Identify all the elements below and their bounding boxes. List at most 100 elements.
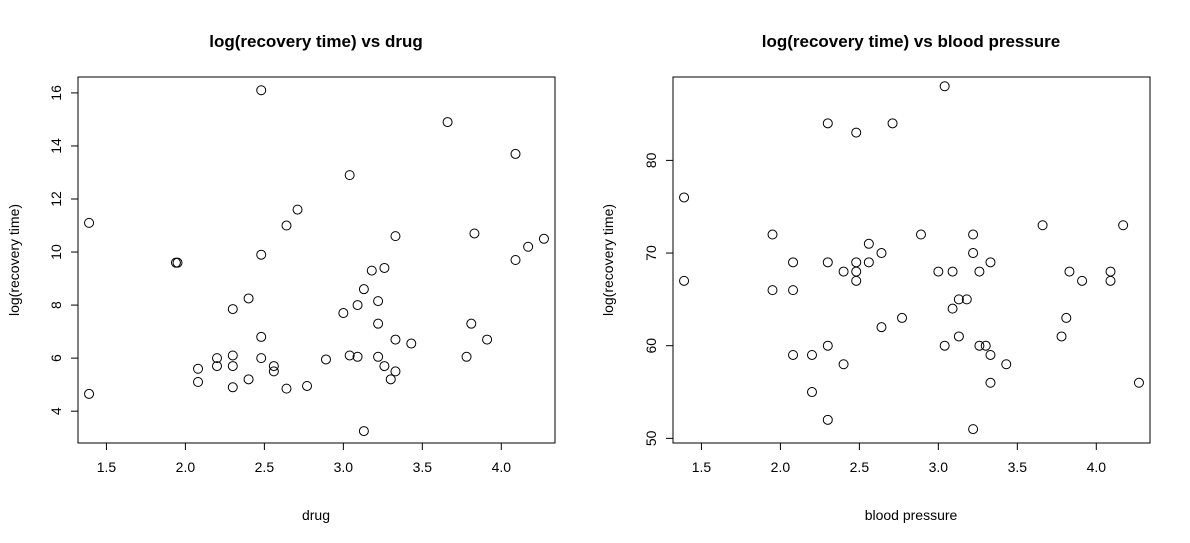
data-point bbox=[838, 266, 849, 277]
data-point bbox=[461, 351, 472, 362]
y-tick-label: 70 bbox=[643, 245, 659, 261]
data-point bbox=[379, 361, 390, 372]
data-point bbox=[788, 349, 799, 360]
y-tick-label: 80 bbox=[643, 152, 659, 168]
data-point bbox=[390, 366, 401, 377]
data-point bbox=[268, 361, 279, 372]
data-point bbox=[985, 349, 996, 360]
data-point bbox=[211, 361, 222, 372]
data-point bbox=[788, 285, 799, 296]
data-point bbox=[887, 118, 898, 129]
data-point bbox=[373, 296, 384, 307]
data-point bbox=[373, 351, 384, 362]
data-point bbox=[980, 340, 991, 351]
data-point bbox=[1061, 312, 1072, 323]
data-point bbox=[897, 312, 908, 323]
data-point bbox=[292, 204, 303, 215]
data-point bbox=[947, 266, 958, 277]
data-point bbox=[851, 275, 862, 286]
data-point bbox=[482, 334, 493, 345]
x-tick-label: 3.0 bbox=[334, 459, 354, 475]
data-point bbox=[1077, 275, 1088, 286]
data-point bbox=[366, 265, 377, 276]
data-point bbox=[838, 359, 849, 370]
data-point bbox=[406, 338, 417, 349]
data-point bbox=[379, 262, 390, 273]
y-tick-label: 10 bbox=[48, 244, 64, 260]
data-point bbox=[227, 350, 238, 361]
scatter-panel-drug: log(recovery time) vs drug 1.5 2.0 2.5 3.0 3… bbox=[6, 32, 556, 523]
data-point bbox=[968, 229, 979, 240]
data-point bbox=[338, 308, 349, 319]
data-point bbox=[344, 350, 355, 361]
data-point bbox=[390, 334, 401, 345]
data-point bbox=[968, 248, 979, 259]
data-point bbox=[1118, 220, 1129, 231]
y-tick-label: 4 bbox=[48, 407, 64, 415]
chart-title: log(recovery time) vs blood pressure bbox=[762, 32, 1061, 51]
y-tick-label: 16 bbox=[48, 85, 64, 101]
data-point bbox=[851, 127, 862, 138]
data-point bbox=[788, 257, 799, 268]
data-point bbox=[352, 300, 363, 311]
data-point bbox=[227, 304, 238, 315]
plot-frame bbox=[77, 76, 556, 444]
data-point bbox=[1056, 331, 1067, 342]
data-point bbox=[211, 353, 222, 364]
data-point bbox=[876, 248, 887, 259]
data-point bbox=[281, 383, 292, 394]
data-point bbox=[227, 361, 238, 372]
scatter-panel-blood-pressure: log(recovery time) vs blood pressure 1.5… bbox=[600, 32, 1151, 523]
data-point bbox=[1105, 275, 1116, 286]
data-point bbox=[227, 382, 238, 393]
data-point bbox=[876, 322, 887, 333]
chart-title: log(recovery time) vs drug bbox=[209, 32, 423, 51]
x-tick-label: 2.5 bbox=[850, 459, 870, 475]
data-point bbox=[390, 231, 401, 242]
y-axis-label: log(recovery time) bbox=[6, 204, 22, 316]
data-point bbox=[985, 257, 996, 268]
y-tick-label: 14 bbox=[48, 138, 64, 154]
data-point bbox=[968, 424, 979, 435]
x-axis-label: drug bbox=[302, 507, 330, 523]
data-point bbox=[974, 266, 985, 277]
data-point bbox=[953, 331, 964, 342]
data-point bbox=[974, 340, 985, 351]
data-point bbox=[510, 255, 521, 265]
data-point bbox=[466, 318, 477, 329]
data-point bbox=[84, 388, 95, 399]
data-point bbox=[193, 377, 204, 387]
y-tick-label: 6 bbox=[48, 354, 64, 362]
x-tick-label: 2.5 bbox=[255, 459, 275, 475]
data-point bbox=[170, 257, 181, 268]
data-point bbox=[1064, 266, 1075, 277]
data-point bbox=[538, 233, 549, 244]
data-point bbox=[806, 387, 817, 398]
data-point bbox=[193, 363, 204, 374]
data-point bbox=[84, 217, 95, 228]
data-point bbox=[939, 81, 950, 92]
data-point bbox=[822, 118, 833, 129]
data-point bbox=[344, 170, 355, 181]
data-point bbox=[863, 238, 874, 249]
data-point bbox=[256, 249, 267, 260]
data-point bbox=[953, 294, 964, 305]
y-tick-label: 12 bbox=[48, 191, 64, 207]
data-point bbox=[822, 257, 833, 268]
data-point bbox=[243, 293, 254, 304]
data-point bbox=[352, 351, 363, 362]
data-point bbox=[851, 266, 862, 277]
data-point bbox=[1037, 220, 1048, 231]
data-point bbox=[256, 85, 267, 96]
data-point bbox=[767, 285, 778, 296]
x-tick-label: 3.5 bbox=[413, 459, 433, 475]
data-point bbox=[373, 318, 384, 329]
x-tick-label: 3.0 bbox=[929, 459, 949, 475]
data-point bbox=[985, 377, 996, 388]
data-point bbox=[385, 374, 396, 385]
y-tick-label: 50 bbox=[643, 430, 659, 446]
data-point bbox=[939, 340, 950, 351]
data-point bbox=[933, 266, 944, 277]
data-point bbox=[679, 275, 690, 286]
data-point bbox=[281, 220, 292, 231]
